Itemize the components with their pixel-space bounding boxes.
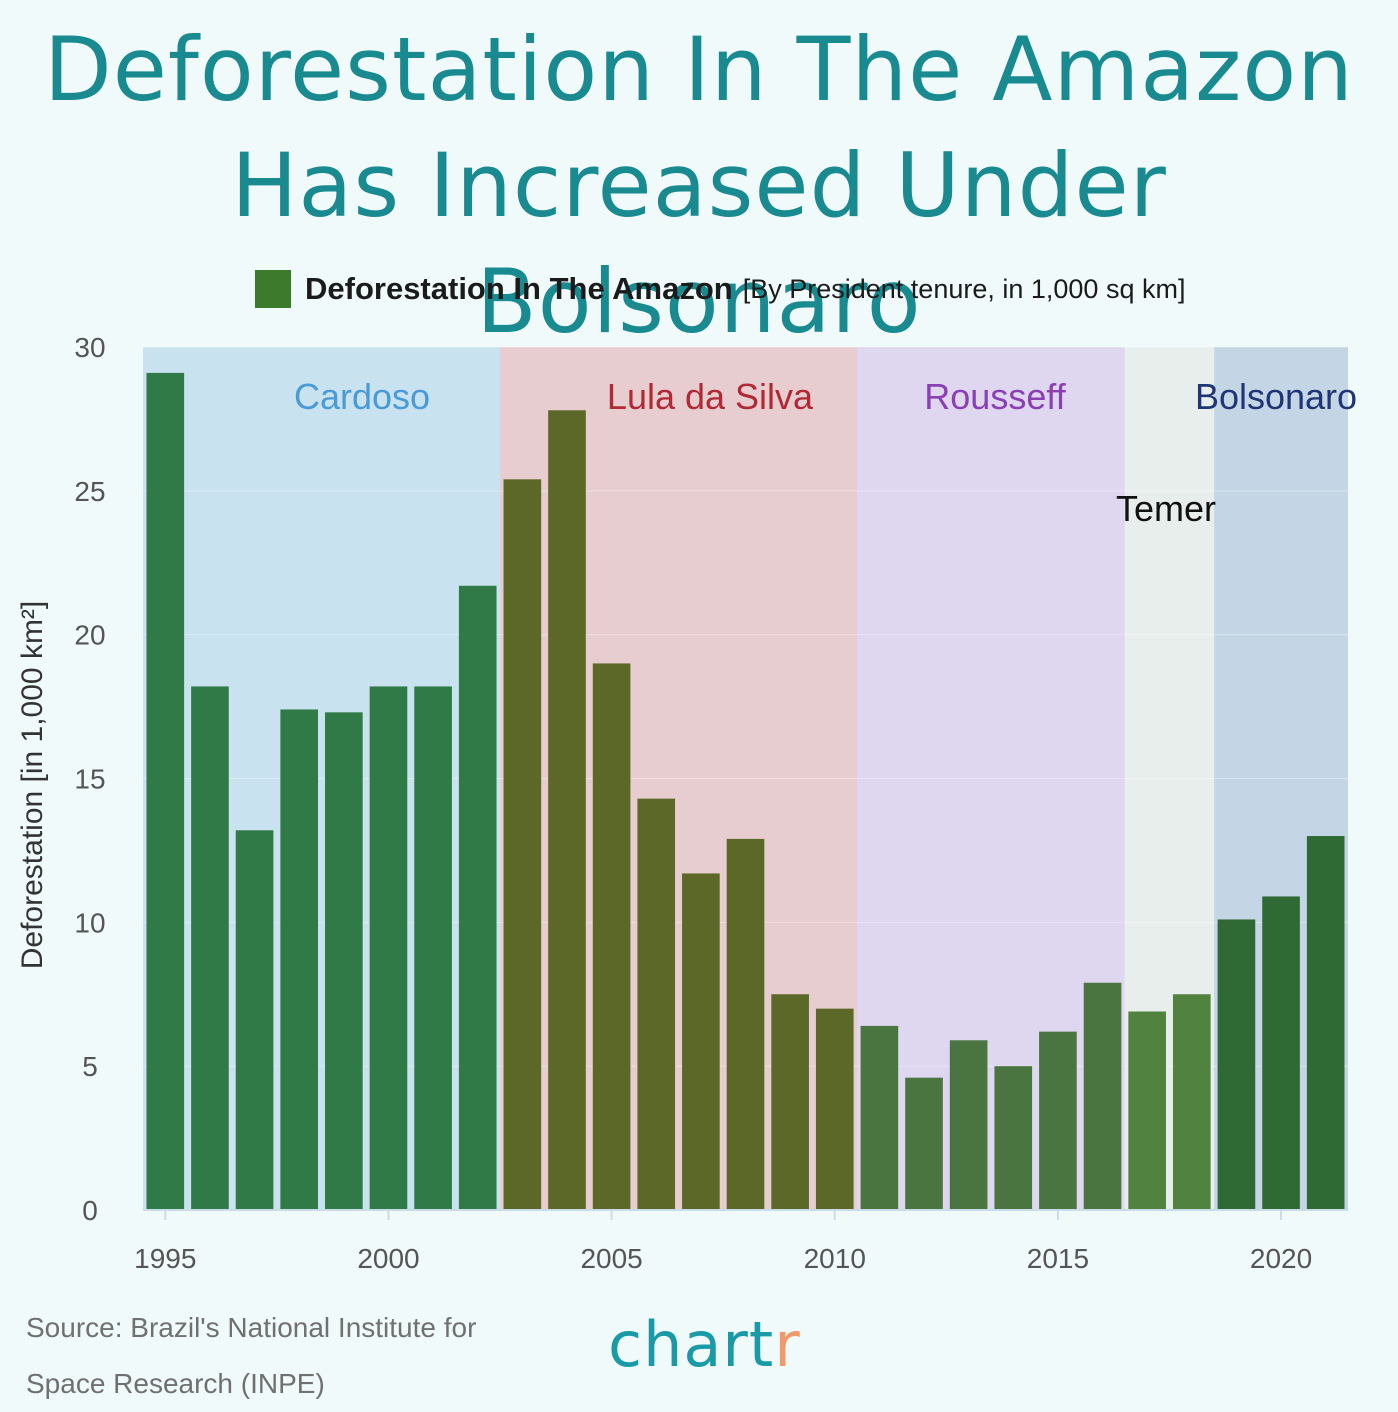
y-tick-label-4: 20 [74, 620, 105, 651]
brand-main: chart [608, 1308, 775, 1381]
bar-2006 [637, 798, 676, 1210]
title-line-2: Has Increased Under Bolsonaro [231, 134, 1167, 353]
y-tick-label-3: 15 [74, 764, 105, 795]
x-tick-label-1: 2000 [357, 1243, 419, 1274]
x-tick-label-5: 2020 [1250, 1243, 1312, 1274]
bar-2018 [1172, 994, 1211, 1210]
president-label-4: Bolsonaro [1195, 376, 1357, 417]
bar-1999 [325, 712, 363, 1210]
y-tick-label-1: 5 [82, 1051, 98, 1082]
bar-2000 [369, 686, 408, 1210]
bar-2013 [949, 1040, 988, 1210]
y-axis-label: Deforestation [in 1,000 km²] [16, 601, 49, 970]
bar-1995 [146, 372, 185, 1210]
bar-2011 [860, 1025, 899, 1210]
bar-2010 [815, 1008, 854, 1210]
president-label-3: Temer [1116, 488, 1216, 529]
bar-2001 [414, 686, 452, 1210]
bar-1998 [280, 709, 319, 1210]
source-line-1: Source: Brazil's National Institute for [26, 1312, 477, 1343]
legend: Deforestation In The Amazon [By Presiden… [255, 268, 1185, 310]
legend-swatch [255, 270, 291, 308]
bar-1996 [191, 686, 229, 1210]
legend-note: [By President tenure, in 1,000 sq km] [742, 273, 1186, 304]
tenure-band-2 [857, 347, 1125, 1210]
source-note: Source: Brazil's National Institute for … [26, 1300, 566, 1412]
bar-2014 [994, 1066, 1033, 1210]
bar-2017 [1128, 1011, 1166, 1210]
president-label-2: Rousseff [924, 376, 1066, 417]
president-label-1: Lula da Silva [607, 376, 814, 417]
bar-2002 [458, 585, 497, 1210]
bar-2004 [548, 410, 586, 1211]
y-tick-label-0: 0 [82, 1195, 98, 1226]
bar-2019 [1217, 919, 1256, 1210]
bar-2012 [905, 1077, 943, 1210]
brand-accent: r [774, 1308, 801, 1381]
bar-2009 [771, 994, 809, 1210]
bar-2015 [1039, 1031, 1077, 1210]
bar-2007 [682, 873, 720, 1210]
x-tick-label-3: 2010 [804, 1243, 866, 1274]
title-line-1: Deforestation In The Amazon [44, 18, 1354, 121]
bar-chart: 1995 2000 2005 2010 2015 2020 0 5 10 15 20 25 30 Defo… [16, 332, 1357, 1274]
y-tick-label-6: 30 [74, 332, 105, 363]
bar-2005 [592, 663, 631, 1210]
chart-title: Deforestation In The Amazon Has Increase… [0, 12, 1398, 360]
bar-2021 [1306, 836, 1345, 1210]
y-tick-label-2: 10 [74, 907, 105, 938]
x-tick-label-0: 1995 [134, 1243, 196, 1274]
brand-logo: chartr [608, 1308, 801, 1381]
bar-1997 [235, 830, 274, 1210]
y-tick-label-5: 25 [74, 476, 105, 507]
x-tick-label-4: 2015 [1027, 1243, 1089, 1274]
bar-2003 [503, 479, 542, 1210]
bar-2016 [1083, 982, 1122, 1210]
bar-2008 [726, 838, 765, 1210]
source-line-2: Space Research (INPE) [26, 1368, 325, 1399]
bar-2020 [1262, 896, 1300, 1210]
legend-label: Deforestation In The Amazon [305, 271, 733, 306]
president-label-0: Cardoso [294, 376, 430, 417]
x-tick-label-2: 2005 [580, 1243, 642, 1274]
